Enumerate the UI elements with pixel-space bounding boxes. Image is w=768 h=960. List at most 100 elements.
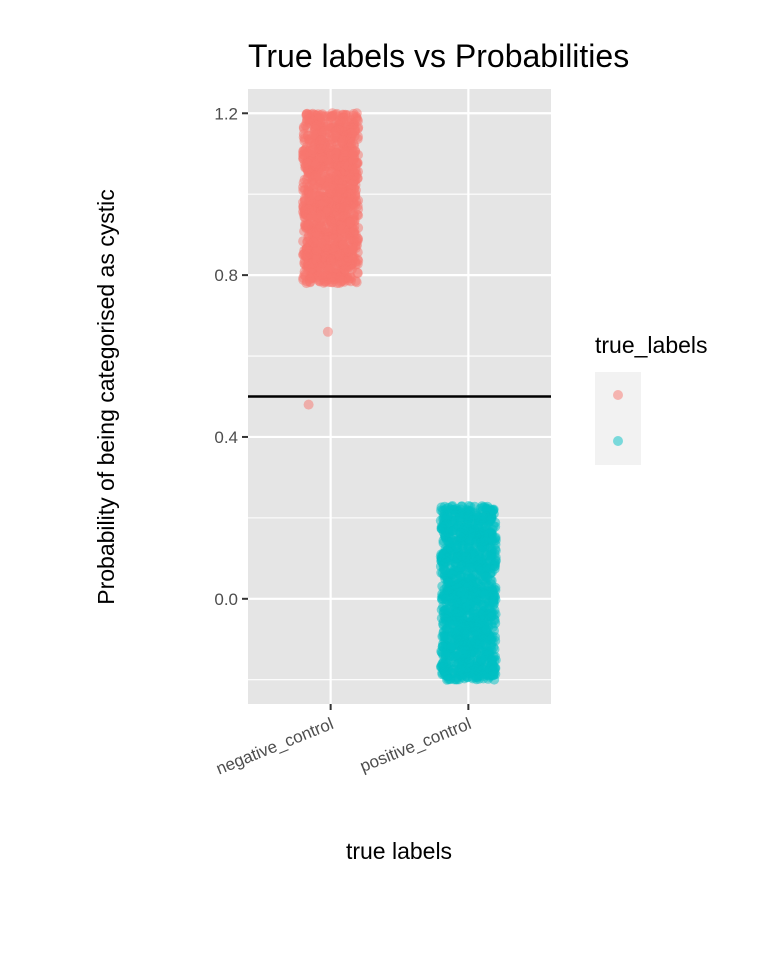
data-point [338,240,349,250]
data-point [330,126,341,137]
data-point [317,152,328,163]
y-tick-label: 0.8 [214,266,238,285]
data-point [311,245,322,256]
data-point [326,256,337,267]
data-point [490,521,501,532]
data-point [456,501,467,512]
data-point [446,537,457,548]
data-point [487,660,498,671]
series-positive_control [435,501,501,685]
data-point [481,625,492,636]
data-point [311,227,322,238]
data-point [443,502,454,513]
legend-key-positive_control [613,436,623,446]
data-point [335,116,345,126]
legend-title: true_labels [595,332,708,358]
data-point [477,669,488,680]
outlier-point [303,399,314,410]
data-point [298,177,309,188]
y-axis-title: Probability of being categorised as cyst… [93,189,119,605]
data-point [314,261,325,272]
data-point [347,149,358,159]
data-point [301,109,312,120]
data-point [442,577,453,588]
legend-key-negative_control [613,390,623,400]
data-point [483,514,494,524]
data-point [302,158,313,169]
minor-gridlines [248,193,551,681]
data-point [308,144,319,155]
data-point [352,233,363,244]
data-point [448,665,459,675]
data-point [436,647,447,658]
data-point [442,519,453,530]
data-point [478,599,489,610]
data-point [352,116,363,126]
data-point [334,250,345,261]
data-point [323,120,334,131]
data-point [304,261,315,272]
data-point [350,163,361,174]
data-point [327,272,338,283]
data-point [347,243,358,254]
data-point [439,591,450,602]
data-point [464,667,475,678]
data-point [480,589,491,600]
data-point [344,273,355,284]
data-point [325,187,336,198]
data-point [315,135,326,146]
data-point [336,184,347,194]
data-point [490,669,501,680]
data-point [320,241,331,252]
data-point [306,212,317,222]
series-negative_control [298,108,364,410]
data-point [310,160,321,171]
y-tick-label: 0.0 [214,590,238,609]
data-point [452,553,463,564]
y-tick-label: 0.4 [214,428,238,447]
data-point [310,170,321,181]
data-point [446,569,457,580]
data-point [475,545,486,556]
data-point [475,654,486,665]
data-point [344,217,355,228]
data-point [300,250,311,261]
data-point [339,202,350,213]
data-point [449,638,460,649]
data-point [453,582,464,593]
data-point [438,548,449,559]
data-point [312,120,323,131]
data-point [490,544,501,554]
data-point [463,512,474,523]
data-point [337,135,348,146]
data-point [315,210,326,220]
data-point [442,511,453,522]
data-point [490,635,501,646]
data-point [487,535,498,545]
data-point [463,543,474,554]
data-point [479,526,490,537]
outlier-point [322,326,333,337]
data-point [440,556,451,567]
data-point [453,521,463,531]
data-point [334,174,345,185]
legend: true_labels [595,332,708,465]
data-point [438,662,449,673]
data-point [449,674,460,685]
data-point [464,573,475,583]
data-point [488,596,499,607]
data-point [336,224,347,235]
data-point [341,256,352,267]
data-point [455,512,466,523]
data-point [461,551,471,562]
data-point [447,593,458,604]
data-point [347,179,358,190]
data-point [459,644,470,655]
data-point [324,264,335,275]
data-point [456,605,467,616]
data-point [347,128,358,138]
data-point [471,537,482,548]
chart-title: True labels vs Probabilities [248,38,629,74]
data-point [479,564,490,575]
